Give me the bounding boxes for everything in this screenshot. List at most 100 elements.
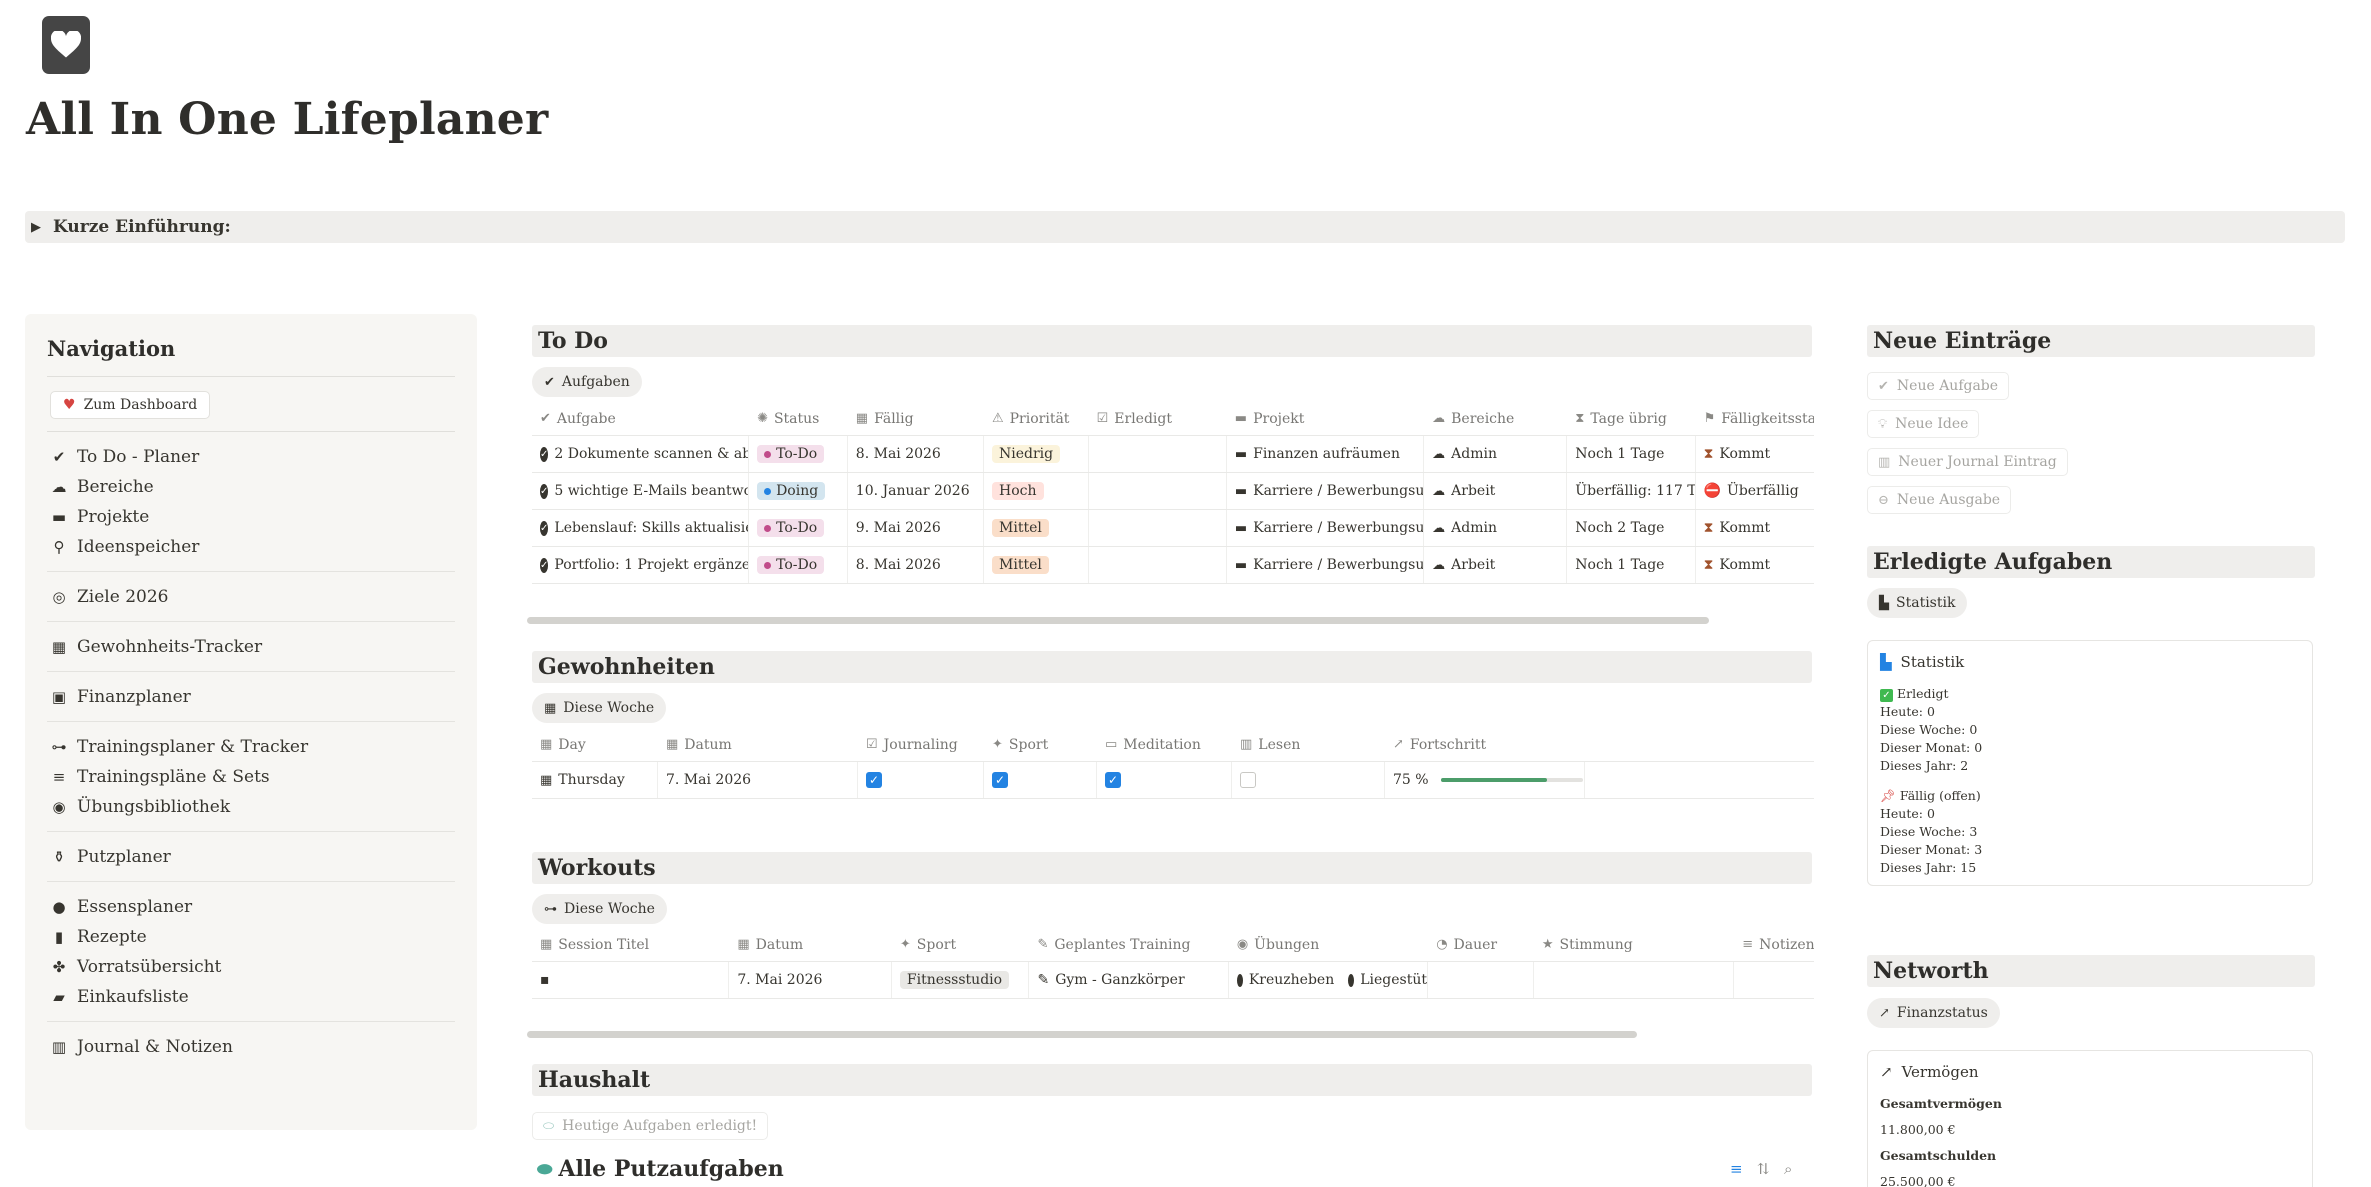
done-cell[interactable]: [1089, 473, 1227, 509]
new-expense-button[interactable]: ⊖ Neue Ausgabe: [1867, 486, 2012, 514]
done-cell[interactable]: [1089, 436, 1227, 472]
dashboard-button[interactable]: ♥ Zum Dashboard: [50, 391, 211, 419]
nav-item[interactable]: ◉ Übungsbibliothek: [47, 792, 455, 822]
column-header[interactable]: ☁ Bereiche: [1424, 402, 1567, 435]
table-row[interactable]: ✓Lebenslauf: Skills aktualisieren To-Do …: [532, 510, 1814, 547]
task-cell[interactable]: ✓ 5 wichtige E-Mails beantworten: [532, 473, 750, 509]
column-header[interactable]: ▬ Projekt: [1227, 402, 1424, 435]
due-cell[interactable]: 9. Mai 2026: [848, 510, 984, 546]
column-header[interactable]: ◔ Dauer: [1428, 928, 1534, 961]
project-cell[interactable]: ▬ Karriere / Bewerbungsunterlagen: [1227, 547, 1425, 583]
column-header[interactable]: ▦ Fällig: [848, 402, 984, 435]
column-header[interactable]: ✔ Aufgabe: [532, 402, 749, 435]
due-cell[interactable]: 10. Januar 2026: [848, 473, 984, 509]
nav-item[interactable]: ▬ Projekte: [47, 502, 455, 532]
nav-item[interactable]: ⚲ Ideenspeicher: [47, 532, 455, 562]
session-title-cell[interactable]: ▪: [532, 962, 730, 998]
column-header[interactable]: ✺ Status: [749, 402, 848, 435]
project-cell[interactable]: ▬ Karriere / Bewerbungsunterlagen: [1227, 510, 1425, 546]
column-header[interactable]: ▥ Lesen: [1232, 728, 1385, 761]
tab-statistik[interactable]: ▙ Statistik: [1867, 588, 1968, 618]
column-header[interactable]: ▭ Meditation: [1097, 728, 1232, 761]
meditation-cell[interactable]: ✓: [1097, 762, 1232, 798]
done-cell[interactable]: [1089, 547, 1227, 583]
column-header[interactable]: ✎ Geplantes Training: [1029, 928, 1228, 961]
day-cell[interactable]: ▦ Thursday: [532, 762, 658, 798]
table-row[interactable]: ▦ Thursday 7. Mai 2026 ✓ ✓ ✓ 75 %: [532, 762, 1814, 799]
nav-item[interactable]: ⊶ Trainingsplaner & Tracker: [47, 732, 455, 762]
nav-item[interactable]: ✔ To Do - Planer: [47, 442, 455, 472]
column-header[interactable]: ≡ Notizen: [1734, 928, 1814, 961]
meditation-checkbox[interactable]: ✓: [1105, 772, 1121, 788]
new-task-button[interactable]: ✔ Neue Aufgabe: [1867, 372, 2010, 400]
column-header[interactable]: ☑ Journaling: [858, 728, 984, 761]
area-cell[interactable]: ☁ Arbeit: [1424, 473, 1568, 509]
task-cell[interactable]: ✓ Portfolio: 1 Projekt ergänzen: [532, 547, 750, 583]
column-header[interactable]: ↗ Fortschritt: [1385, 728, 1585, 761]
nav-item[interactable]: ▣ Finanzplaner: [47, 682, 455, 712]
nav-item[interactable]: ▥ Journal & Notizen: [47, 1032, 455, 1062]
column-header[interactable]: ⚑ Fälligkeitsstatus: [1696, 402, 1814, 435]
task-cell[interactable]: ✓ 2 Dokumente scannen & abheften: [532, 436, 750, 472]
column-header[interactable]: ⧗ Tage übrig: [1567, 402, 1695, 435]
area-cell[interactable]: ☁ Arbeit: [1424, 547, 1568, 583]
status-cell[interactable]: To-Do: [749, 436, 848, 472]
date-cell[interactable]: 7. Mai 2026: [729, 962, 892, 998]
horizontal-scrollbar[interactable]: [527, 1031, 1637, 1038]
column-header[interactable]: ▦ Day: [532, 728, 658, 761]
column-header[interactable]: ▦ Session Titel: [532, 928, 729, 961]
table-row[interactable]: ✓ 5 wichtige E-Mails beantworten Doing 10…: [532, 473, 1814, 510]
priority-cell[interactable]: Mittel: [984, 547, 1089, 583]
nav-item[interactable]: ◎ Ziele 2026: [47, 582, 455, 612]
due-cell[interactable]: 8. Mai 2026: [848, 547, 984, 583]
nav-item[interactable]: ⚱ Putzplaner: [47, 842, 455, 872]
toggle-triangle-icon[interactable]: ▶: [31, 219, 41, 235]
new-journal-button[interactable]: ▥ Neuer Journal Eintrag: [1867, 448, 2068, 476]
project-cell[interactable]: ▬ Karriere / Bewerbungsunterlagen: [1227, 473, 1425, 509]
priority-cell[interactable]: Mittel: [984, 510, 1089, 546]
tab-diese-woche[interactable]: ▦ Diese Woche: [532, 693, 667, 723]
table-row[interactable]: ✓ 2 Dokumente scannen & abheften To-Do 8.…: [532, 436, 1814, 473]
priority-cell[interactable]: Hoch: [984, 473, 1089, 509]
mood-cell[interactable]: [1534, 962, 1735, 998]
new-idea-button[interactable]: 💡︎ Neue Idee: [1867, 410, 1980, 438]
table-row[interactable]: ✓ Portfolio: 1 Projekt ergänzen To-Do 8. …: [532, 547, 1814, 584]
duration-cell[interactable]: [1428, 962, 1534, 998]
tab-finanzstatus[interactable]: ↗ Finanzstatus: [1867, 998, 2000, 1028]
notes-cell[interactable]: [1734, 962, 1814, 998]
status-cell[interactable]: Doing: [749, 473, 848, 509]
column-header[interactable]: ⚠ Priorität: [984, 402, 1089, 435]
column-header[interactable]: ★ Stimmung: [1534, 928, 1734, 961]
tab-aufgaben[interactable]: ✔ Aufgaben: [532, 367, 642, 397]
nav-item[interactable]: ≡ Trainingspläne & Sets: [47, 762, 455, 792]
area-cell[interactable]: ☁ Admin: [1424, 510, 1568, 546]
sort-icon[interactable]: ⇅: [1757, 1160, 1770, 1178]
column-header[interactable]: ▦ Datum: [658, 728, 858, 761]
priority-cell[interactable]: Niedrig: [984, 436, 1089, 472]
lesen-cell[interactable]: [1232, 762, 1385, 798]
sport-checkbox[interactable]: ✓: [992, 772, 1008, 788]
nav-item[interactable]: ● Essensplaner: [47, 892, 455, 922]
nav-item[interactable]: ☁ Bereiche: [47, 472, 455, 502]
due-cell[interactable]: 8. Mai 2026: [848, 436, 984, 472]
search-icon[interactable]: ⌕: [1784, 1160, 1793, 1178]
task-cell[interactable]: ✓ Lebenslauf: Skills aktualisieren: [532, 510, 750, 546]
journaling-checkbox[interactable]: ✓: [866, 772, 882, 788]
table-row[interactable]: ▪ 7. Mai 2026 Fitnessstudio ✎ Gym - Ganzk…: [532, 962, 1814, 999]
exercises-cell[interactable]: Kreuzheben Liegestütze: [1229, 962, 1429, 998]
area-cell[interactable]: ☁ Admin: [1424, 436, 1568, 472]
column-header[interactable]: ◉ Übungen: [1229, 928, 1428, 961]
date-cell[interactable]: 7. Mai 2026: [658, 762, 858, 798]
filter-icon[interactable]: ≡: [1730, 1160, 1743, 1178]
household-done-button[interactable]: ⬭ Heutige Aufgaben erledigt!: [532, 1112, 769, 1140]
project-cell[interactable]: ▬ Finanzen aufräumen: [1227, 436, 1425, 472]
done-cell[interactable]: [1089, 510, 1227, 546]
horizontal-scrollbar[interactable]: [527, 617, 1709, 624]
training-cell[interactable]: ✎ Gym - Ganzkörper: [1029, 962, 1229, 998]
sport-cell[interactable]: Fitnessstudio: [892, 962, 1030, 998]
column-header[interactable]: ✦ Sport: [892, 928, 1030, 961]
nav-item[interactable]: ▦ Gewohnheits-Tracker: [47, 632, 455, 662]
intro-toggle[interactable]: ▶ Kurze Einführung:: [25, 211, 2345, 243]
column-header[interactable]: ☑ Erledigt: [1089, 402, 1227, 435]
nav-item[interactable]: ▰ Einkaufsliste: [47, 982, 455, 1012]
